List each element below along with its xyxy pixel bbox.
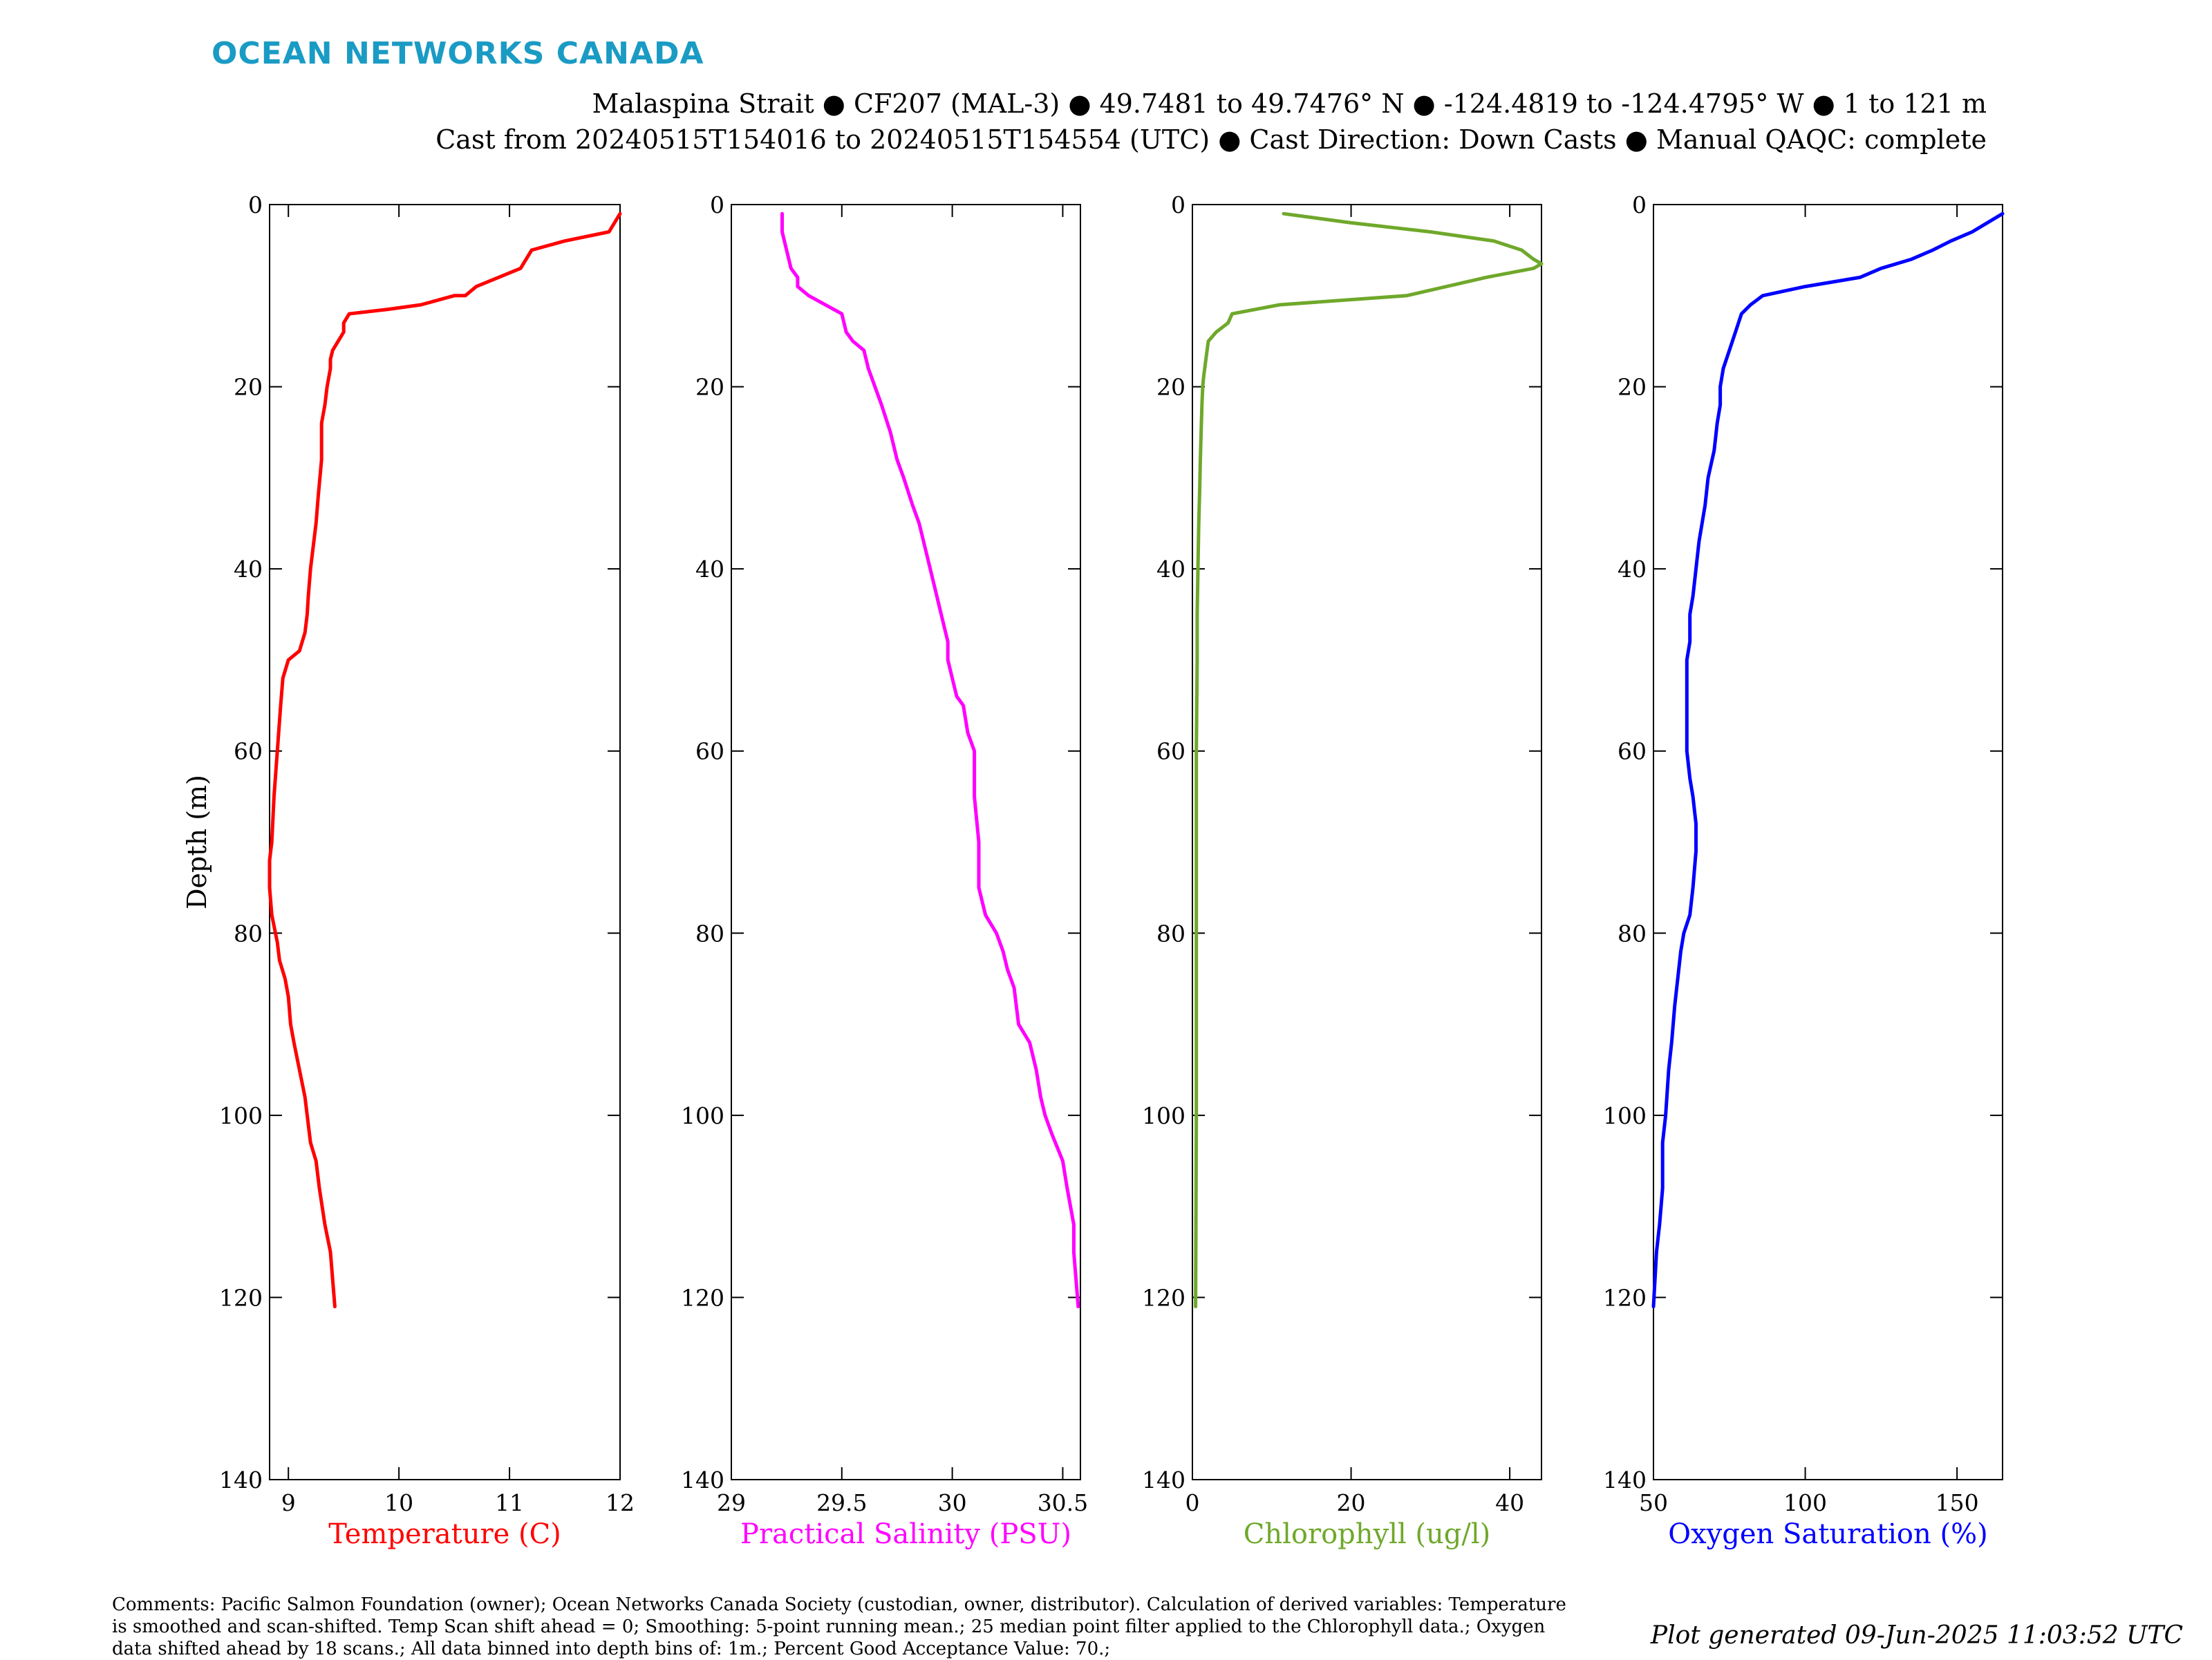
y-tick-label: 40 [234,556,263,583]
plot-title-line-2: Cast from 20240515T154016 to 20240515T15… [435,124,1987,155]
y-tick-label: 80 [695,920,724,947]
y-tick-label: 0 [248,191,263,218]
x-axis-label-3: Chlorophyll (ug/l) [1244,1518,1491,1550]
y-tick-label: 100 [1142,1102,1185,1129]
y-tick-label: 20 [1156,374,1185,401]
x-tick-label: 9 [281,1489,296,1516]
y-tick-label: 100 [681,1102,724,1129]
axes-box-3 [1192,204,1542,1480]
x-tick-label: 100 [1783,1489,1827,1516]
x-tick-label: 40 [1495,1489,1524,1516]
comments-text: Comments: Pacific Salmon Foundation (own… [112,1594,1566,1659]
y-tick-label: 60 [1156,738,1185,765]
axes-box-1 [269,204,621,1480]
y-tick-label: 140 [681,1466,724,1493]
y-tick-label: 80 [234,920,263,947]
y-tick-label: 0 [1632,191,1647,218]
x-tick-label: 50 [1639,1489,1668,1516]
y-tick-label: 140 [1142,1466,1185,1493]
plot-generated-timestamp: Plot generated 09-Jun-2025 11:03:52 UTC [1650,1621,2183,1650]
x-axis-label-1: Temperature (C) [328,1518,561,1550]
y-tick-label: 120 [1603,1284,1647,1311]
y-tick-label: 100 [219,1102,263,1129]
x-axis-label-2: Practical Salinity (PSU) [740,1518,1071,1550]
profile-line-1 [268,211,622,1309]
x-tick-label: 29 [717,1489,746,1516]
axes-box-2 [731,204,1081,1480]
x-tick-label: 30 [938,1489,967,1516]
y-tick-label: 20 [1618,374,1647,401]
y-tick-label: 140 [1603,1466,1647,1493]
profile-line-3 [1194,211,1544,1309]
y-tick-label: 20 [695,374,724,401]
x-tick-label: 30.5 [1038,1489,1088,1516]
y-axis-label: Depth (m) [182,775,212,909]
y-tick-label: 80 [1156,920,1185,947]
y-tick-label: 40 [695,556,724,583]
y-tick-label: 40 [1156,556,1185,583]
x-tick-label: 150 [1936,1489,1979,1516]
y-tick-label: 120 [1142,1284,1185,1311]
y-tick-label: 140 [219,1466,263,1493]
y-tick-label: 60 [234,738,263,765]
y-tick-label: 0 [1171,191,1185,218]
profile-line-4 [1651,211,2005,1309]
axes-box-4 [1653,204,2003,1480]
x-tick-label: 29.5 [816,1489,867,1516]
y-tick-label: 80 [1618,920,1647,947]
x-tick-label: 10 [384,1489,413,1516]
x-axis-label-4: Oxygen Saturation (%) [1668,1518,1987,1550]
y-tick-label: 0 [710,191,724,218]
y-tick-label: 100 [1603,1102,1647,1129]
y-tick-label: 60 [695,738,724,765]
y-tick-label: 120 [219,1284,263,1311]
ocean-networks-canada-logo: OCEAN NETWORKS CANADA [212,36,704,71]
y-tick-label: 60 [1618,738,1647,765]
y-tick-label: 40 [1618,556,1647,583]
x-tick-label: 20 [1337,1489,1366,1516]
x-tick-label: 11 [495,1489,524,1516]
x-tick-label: 12 [606,1489,635,1516]
plot-title-line-1: Malaspina Strait ● CF207 (MAL-3) ● 49.74… [592,88,1987,119]
y-tick-label: 20 [234,374,263,401]
x-tick-label: 0 [1185,1489,1200,1516]
profile-line-2 [780,211,1080,1309]
y-tick-label: 120 [681,1284,724,1311]
